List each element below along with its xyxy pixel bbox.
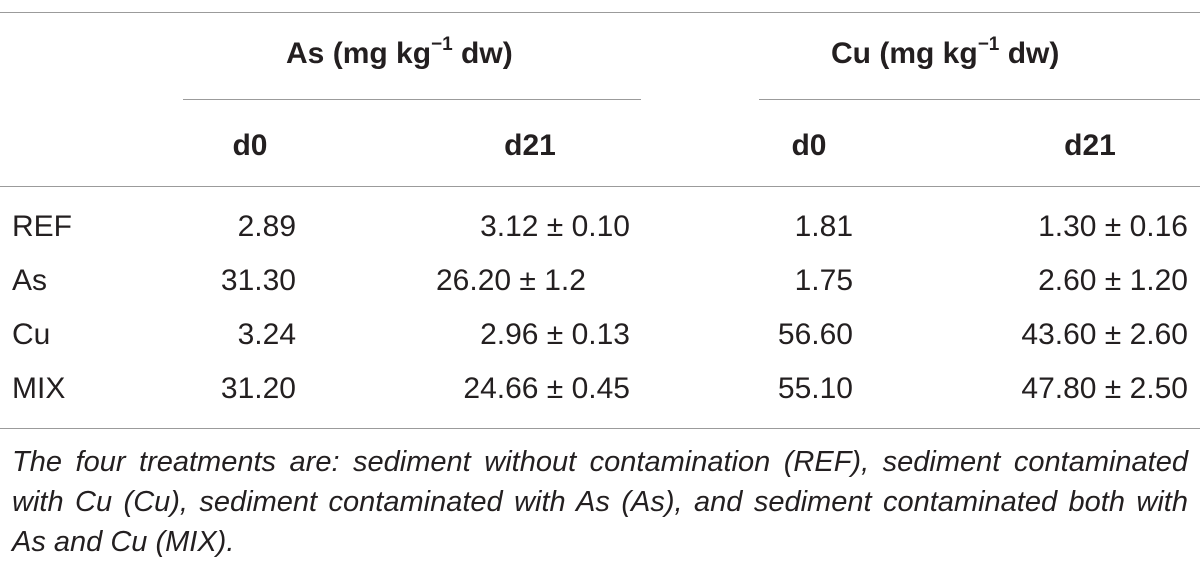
sub-header-as-d21: d21 <box>504 129 556 162</box>
row-label: Cu <box>12 318 51 351</box>
unit-prefix: (mg kg <box>332 37 432 70</box>
as-group-underline <box>183 99 641 100</box>
cell-cu-d21: 47.80 ± 2.50 <box>1021 372 1188 405</box>
cell-cu-d0: 1.75 <box>794 264 853 297</box>
row-label: MIX <box>12 372 66 405</box>
unit-exponent: −1 <box>977 34 1000 55</box>
cell-as-d0: 3.24 <box>237 318 296 351</box>
cell-as-d21: 24.66 ± 0.45 <box>463 372 630 405</box>
group-header-as-unit: (mg kg−1 dw) <box>332 34 513 70</box>
table-top-rule <box>0 12 1200 13</box>
cell-cu-d21: 1.30 ± 0.16 <box>1038 210 1188 243</box>
cell-cu-d0: 1.81 <box>794 210 853 243</box>
cell-as-d21: 3.12 ± 0.10 <box>480 210 630 243</box>
cell-cu-d0: 56.60 <box>777 318 853 351</box>
group-header-cu-name: Cu <box>831 37 871 70</box>
unit-suffix: dw) <box>452 37 513 70</box>
cu-group-underline <box>759 99 1200 100</box>
row-label: As <box>12 264 48 297</box>
sub-header-cu-d21: d21 <box>1064 129 1116 162</box>
cell-as-d21: 2.96 ± 0.13 <box>480 318 630 351</box>
cell-as-d0: 31.30 <box>220 264 296 297</box>
cell-cu-d0: 55.10 <box>777 372 853 405</box>
cell-as-d0: 2.89 <box>237 210 296 243</box>
group-header-cu: Cu (mg kg−1 dw) <box>831 34 1060 72</box>
unit-suffix: dw) <box>999 37 1060 70</box>
cell-cu-d21: 43.60 ± 2.60 <box>1021 318 1188 351</box>
group-header-cu-unit: (mg kg−1 dw) <box>879 34 1060 70</box>
header-bottom-rule <box>0 186 1200 187</box>
unit-exponent: −1 <box>431 34 453 55</box>
group-header-as-name: As <box>286 37 325 70</box>
table-bottom-rule <box>0 428 1200 429</box>
group-header-as: As (mg kg−1 dw) <box>286 34 513 72</box>
cell-as-d0: 31.20 <box>220 372 296 405</box>
cell-as-d21: 26.20 ± 1.2 <box>436 264 586 297</box>
unit-prefix: (mg kg <box>879 37 978 70</box>
sub-header-cu-d0: d0 <box>791 129 827 162</box>
row-label: REF <box>12 210 72 243</box>
sub-header-as-d0: d0 <box>232 129 268 162</box>
table-footnote: The four treatments are: sediment withou… <box>12 446 1188 558</box>
cell-cu-d21: 2.60 ± 1.20 <box>1038 264 1188 297</box>
